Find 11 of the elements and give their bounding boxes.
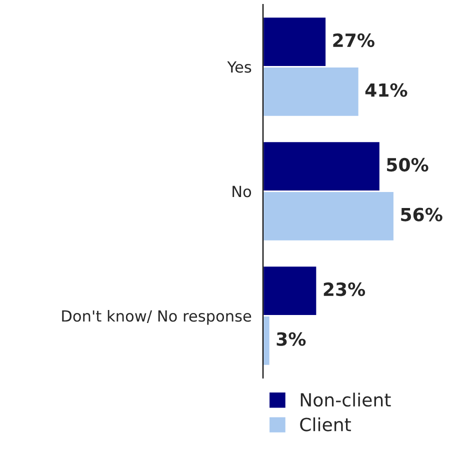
data-label: 50% — [387, 158, 428, 172]
y-tick-label: Don't know/ No response — [62, 310, 252, 325]
data-label: 23% — [324, 282, 366, 296]
data-label: 3% — [276, 332, 306, 346]
data-label: 41% — [365, 83, 408, 97]
data-label: 56% — [401, 208, 442, 222]
legend-label: Client — [300, 417, 351, 432]
y-tick-label: No — [232, 186, 252, 198]
legend-label: Non-client — [300, 392, 391, 407]
data-label: 27% — [333, 33, 374, 48]
y-tick-label: Yes — [227, 61, 252, 73]
